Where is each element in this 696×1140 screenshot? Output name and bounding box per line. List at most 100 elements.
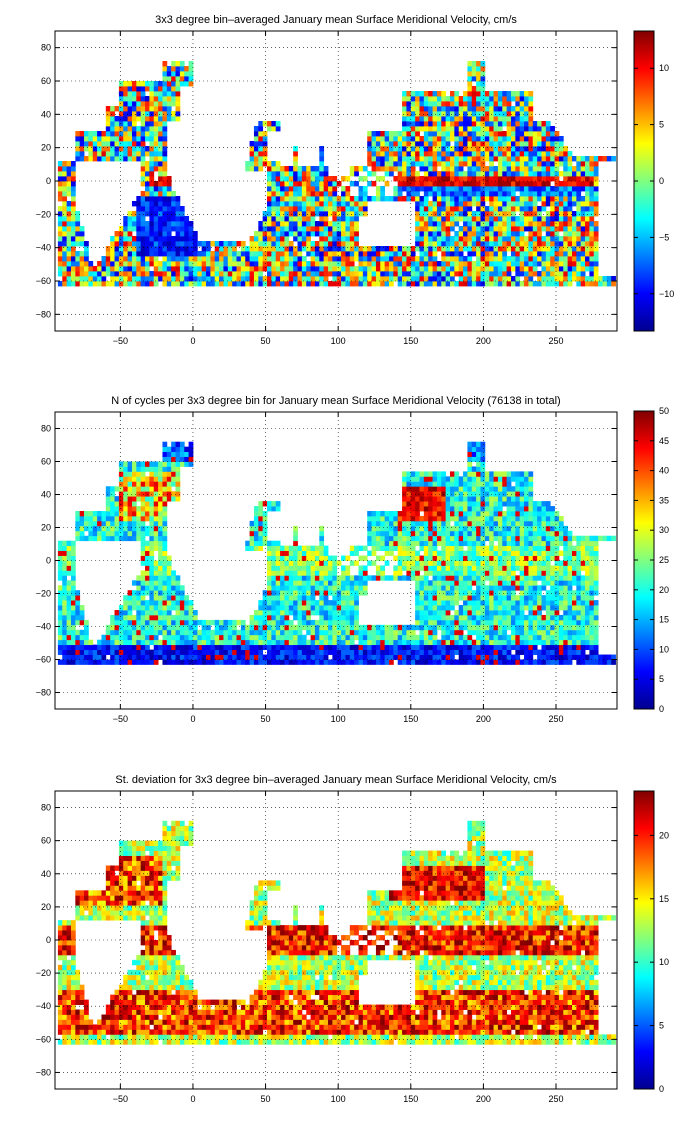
heatmap-cell — [328, 605, 333, 611]
heatmap-cell — [280, 624, 285, 631]
heatmap-cell — [345, 276, 351, 282]
heatmap-cell — [70, 276, 76, 282]
heatmap-cell — [171, 201, 176, 207]
heatmap-cell — [349, 605, 355, 611]
heatmap-cell — [171, 491, 176, 497]
heatmap-cell — [484, 101, 490, 107]
heatmap-cell — [162, 236, 168, 242]
heatmap-cell — [332, 659, 338, 665]
heatmap-cell — [476, 151, 481, 157]
heatmap-cell — [297, 605, 303, 611]
heatmap-cell — [262, 121, 268, 127]
heatmap-cell — [506, 191, 512, 197]
heatmap-cell — [284, 565, 290, 571]
heatmap-cell — [70, 614, 76, 621]
heatmap-cell — [410, 101, 416, 107]
heatmap-cell — [70, 186, 76, 192]
heatmap-cell — [306, 281, 311, 287]
heatmap-cell — [123, 600, 129, 606]
heatmap-cell — [415, 241, 420, 247]
heatmap-cell — [345, 605, 351, 611]
heatmap-cell — [197, 281, 203, 287]
heatmap-cell — [153, 590, 159, 596]
heatmap-cell — [88, 136, 94, 142]
heatmap-cell — [554, 246, 560, 252]
heatmap-cell — [275, 560, 281, 566]
heatmap-cell — [280, 580, 285, 586]
heatmap-cell — [328, 236, 333, 242]
heatmap-cell — [271, 506, 277, 512]
heatmap-cell — [471, 216, 477, 222]
heatmap-cell — [166, 614, 172, 621]
heatmap-cell — [423, 146, 429, 152]
heatmap-cell — [306, 585, 311, 591]
heatmap-cell — [127, 634, 133, 641]
heatmap-cell — [284, 560, 290, 566]
heatmap-cell — [249, 256, 255, 262]
heatmap-cell — [175, 629, 181, 636]
heatmap-cell — [515, 136, 521, 142]
heatmap-cell — [458, 96, 464, 102]
heatmap-cell — [158, 649, 163, 655]
heatmap-cell — [423, 271, 429, 277]
heatmap-cell — [328, 570, 333, 576]
heatmap-cell — [262, 246, 268, 252]
heatmap-cell — [184, 619, 190, 626]
heatmap-cell — [188, 221, 194, 227]
heatmap-cell — [567, 191, 573, 197]
heatmap-cell — [341, 281, 346, 287]
heatmap-cell — [436, 151, 442, 157]
heatmap-cell — [166, 211, 172, 217]
heatmap-cell — [589, 256, 595, 262]
heatmap-cell — [349, 659, 355, 665]
heatmap-cell — [114, 251, 120, 257]
heatmap-cell — [114, 614, 120, 621]
heatmap-cell — [84, 261, 89, 267]
heatmap-cell — [66, 191, 72, 197]
heatmap-cell — [319, 614, 325, 621]
heatmap-cell — [423, 186, 429, 192]
heatmap-cell — [184, 81, 190, 87]
heatmap-cell — [140, 261, 146, 267]
heatmap-cell — [471, 116, 477, 122]
heatmap-cell — [206, 281, 211, 287]
heatmap-cell — [114, 634, 120, 641]
heatmap-cell — [162, 476, 168, 482]
heatmap-cell — [537, 241, 542, 247]
heatmap-cell — [136, 610, 142, 616]
heatmap-cell — [410, 186, 416, 192]
heatmap-cell — [149, 116, 155, 122]
heatmap-cell — [92, 271, 98, 277]
heatmap-cell — [158, 540, 163, 547]
heatmap-cell — [354, 211, 359, 217]
heatmap-cell — [441, 186, 447, 192]
heatmap-cell — [158, 520, 163, 527]
heatmap-cell — [284, 256, 290, 262]
heatmap-cell — [310, 619, 316, 626]
heatmap-cell — [62, 600, 68, 606]
heatmap-cell — [162, 241, 168, 247]
heatmap-cell — [436, 216, 442, 222]
heatmap-cell — [323, 276, 329, 282]
heatmap-cell — [336, 206, 342, 212]
heatmap-cell — [454, 221, 460, 227]
heatmap-cell — [458, 256, 464, 262]
heatmap-cell — [140, 471, 146, 477]
heatmap-cell — [519, 126, 525, 132]
heatmap-cell — [140, 540, 146, 547]
heatmap-cell — [162, 246, 168, 252]
heatmap-cell — [153, 191, 159, 197]
heatmap-cell — [384, 634, 390, 641]
heatmap-cell — [524, 221, 529, 227]
heatmap-cell — [110, 151, 115, 157]
heatmap-cell — [262, 540, 268, 547]
heatmap-cell — [293, 161, 298, 167]
heatmap-cell — [310, 201, 316, 207]
heatmap-cell — [79, 511, 85, 517]
heatmap-cell — [576, 211, 582, 217]
heatmap-cell — [110, 116, 115, 122]
heatmap-cell — [323, 211, 329, 217]
heatmap-cell — [454, 196, 460, 202]
heatmap-cell — [323, 629, 329, 636]
